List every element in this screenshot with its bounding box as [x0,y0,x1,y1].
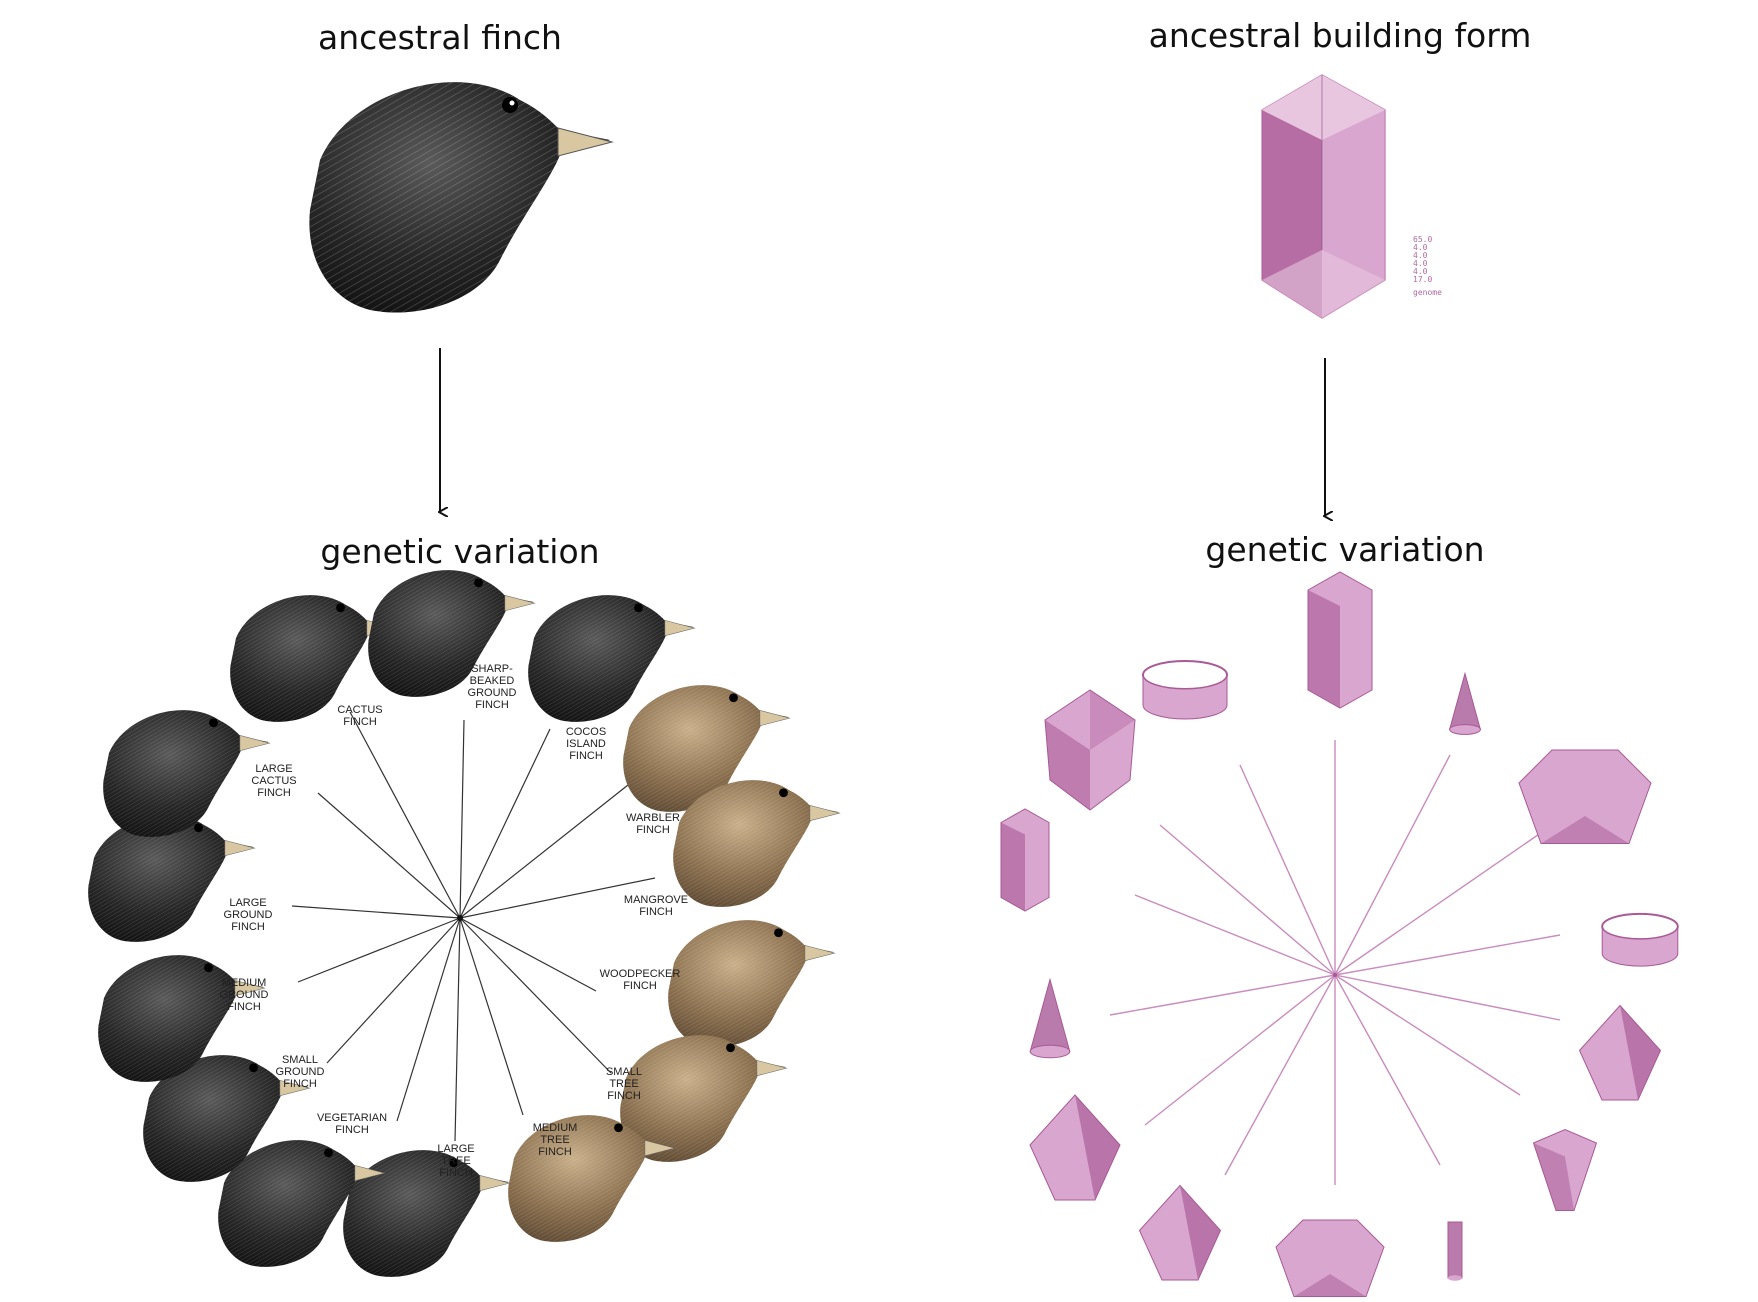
finch-label-sharp-beaked-ground: SHARP-BEAKED GROUND FINCH [468,663,517,711]
finch-label-small-tree: SMALL TREE FINCH [606,1066,642,1102]
building-form-12 [1044,689,1136,811]
finch-ray-small-ground [326,917,461,1064]
form-ray-12 [1159,824,1336,976]
finch-label-vegetarian: VEGETARIAN FINCH [317,1112,387,1136]
form-variation-wheel [1000,571,1679,1297]
finch-head-medium-tree [508,1115,676,1242]
finch-label-large-ground: LARGE GROUND FINCH [224,897,273,933]
finch-ray-vegetarian [396,917,461,1122]
form-ray-3 [1334,934,1561,976]
finch-ray-large-ground [291,905,461,919]
svg-text:4.0: 4.0 [1413,251,1428,260]
form-wheel-center [1333,973,1337,977]
finch-ray-medium-ground [297,917,461,983]
building-form-3 [1601,912,1679,967]
finch-ray-large-tree [454,917,461,1142]
form-ray-13 [1239,764,1336,976]
finch-head-small-tree [620,1035,788,1162]
finch-ray-medium-tree [459,917,524,1116]
finch-label-cactus: CACTUS FINCH [337,704,382,728]
building-form-11 [1000,808,1050,912]
form-ray-1 [1334,754,1451,976]
finch-head-small-ground [143,1055,311,1182]
finch-head-cocos-island [528,595,696,722]
svg-text:17.0: 17.0 [1413,275,1432,284]
building-form-2 [1518,749,1652,844]
finch-head-vegetarian [218,1140,386,1267]
finch-variation-wheel: CACTUS FINCH SHARP-BEAKED GROUND FINCH COCOS I… [88,570,841,1277]
form-ray-4 [1334,974,1561,1021]
finch-ray-mangrove [459,877,656,919]
finch-label-large-tree: LARGE TREE FINCH [437,1143,474,1179]
form-ray-5 [1334,974,1521,1096]
building-form-0 [1307,571,1373,709]
form-ray-10 [1109,974,1336,1016]
ancestral-finch-image [309,82,614,313]
form-ray-6 [1334,974,1441,1166]
building-form-8 [1138,1184,1222,1281]
svg-text:4.0: 4.0 [1413,243,1428,252]
svg-text:65.0: 65.0 [1413,235,1432,244]
finch-ray-woodpecker [459,917,597,992]
building-form-9 [1029,1094,1121,1201]
finch-head-medium-ground [98,955,266,1082]
finch-ray-sharp-beaked-ground [459,719,465,919]
finch-label-warbler: WARBLER FINCH [626,812,680,836]
finch-wheel-center [457,915,463,921]
building-form-4 [1578,1004,1662,1101]
finch-label-mangrove: MANGROVE FINCH [624,894,688,918]
finch-label-medium-tree: MEDIUM TREE FINCH [533,1122,578,1158]
finch-head-large-cactus [103,710,271,837]
building-form-1 [1448,671,1482,735]
ancestral-building-form-image [1261,74,1386,319]
finch-ray-small-tree [459,917,612,1074]
finch-head-large-ground [88,815,256,942]
form-ray-9 [1144,974,1336,1126]
form-ray-2 [1334,829,1546,976]
form-ray-8 [1224,974,1336,1176]
finch-genetic-variation-title: genetic variation [320,532,600,571]
finch-head-sharp-beaked-ground [368,570,536,697]
building-form-10 [1029,977,1071,1059]
finch-ray-warbler [459,784,629,919]
building-form-6 [1447,1221,1463,1281]
finch-head-warbler [623,685,791,812]
building-form-7 [1275,1219,1385,1297]
finch-label-small-ground: SMALL GROUND FINCH [276,1054,325,1090]
finch-label-woodpecker: WOODPECKER FINCH [600,968,681,992]
building-form-5 [1532,1128,1598,1211]
building-form-13 [1142,660,1228,720]
svg-text:4.0: 4.0 [1413,267,1428,276]
finch-ray-large-cactus [317,792,461,919]
form-genetic-variation-title: genetic variation [1205,530,1485,569]
svg-text:genome: genome [1413,288,1442,297]
finch-label-medium-ground: MEDIUM GROUND FINCH [220,977,269,1013]
finch-ray-cocos-island [459,728,551,919]
ancestor-genome-readout: 65.0 4.0 4.0 4.0 4.0 17.0 genome [1413,235,1442,297]
finch-head-large-tree [343,1150,511,1277]
form-ray-11 [1134,894,1336,976]
finch-head-mangrove [673,780,841,907]
finch-label-large-cactus: LARGE CACTUS FINCH [251,763,296,799]
finch-ray-cactus [349,711,461,919]
finch-label-cocos-island: COCOS ISLAND FINCH [566,726,606,762]
ancestral-finch-title: ancestral finch [318,18,562,57]
svg-text:4.0: 4.0 [1413,259,1428,268]
finch-head-woodpecker [668,920,836,1047]
ancestral-building-form-title: ancestral building form [1148,16,1532,55]
